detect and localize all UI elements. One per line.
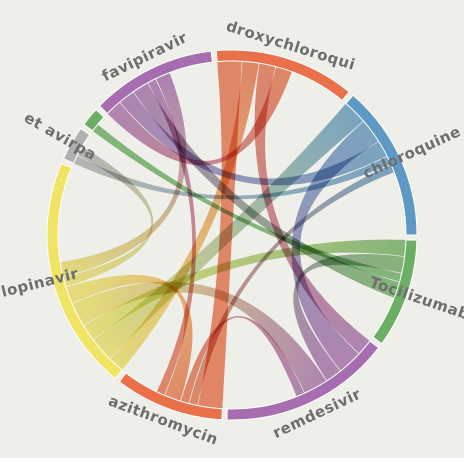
chord-chloroquine-remdesivir[interactable] xyxy=(291,121,379,371)
label-Tocilizumab: Tocilizumab xyxy=(367,273,464,324)
group-arc-3[interactable] xyxy=(226,340,380,421)
group-arc-4[interactable] xyxy=(118,372,223,421)
group-arcs xyxy=(46,49,418,421)
group-arc-1[interactable] xyxy=(345,94,418,236)
group-arc-6[interactable] xyxy=(62,127,91,164)
chord-azithromycin-lopinavir[interactable] xyxy=(66,274,193,402)
chord-lopinavir-favipiravir_p[interactable] xyxy=(60,72,187,277)
chord-droxychloroqui-remdesivir[interactable] xyxy=(254,63,370,354)
group-arc-8[interactable] xyxy=(98,50,213,115)
chords-layer xyxy=(60,61,406,409)
chord-droxychloroqui-lopinavir[interactable] xyxy=(109,61,259,370)
group-arc-0[interactable] xyxy=(215,49,350,102)
group-arc-2[interactable] xyxy=(372,239,418,345)
chord-Tocilizumab-remdesivir[interactable] xyxy=(293,254,405,381)
group-arc-5[interactable] xyxy=(46,162,123,380)
chord-remdesivir-lopinavir[interactable] xyxy=(72,281,327,394)
group-arc-7[interactable] xyxy=(83,108,105,132)
chord-Tocilizumab-lopinavir[interactable] xyxy=(83,239,406,340)
chord-chloroquine-et avirpa[interactable] xyxy=(73,155,391,200)
chord-remdesivir-azithromycin[interactable] xyxy=(180,316,305,404)
chord-droxychloroqui-favipiravir_p[interactable] xyxy=(107,66,292,166)
